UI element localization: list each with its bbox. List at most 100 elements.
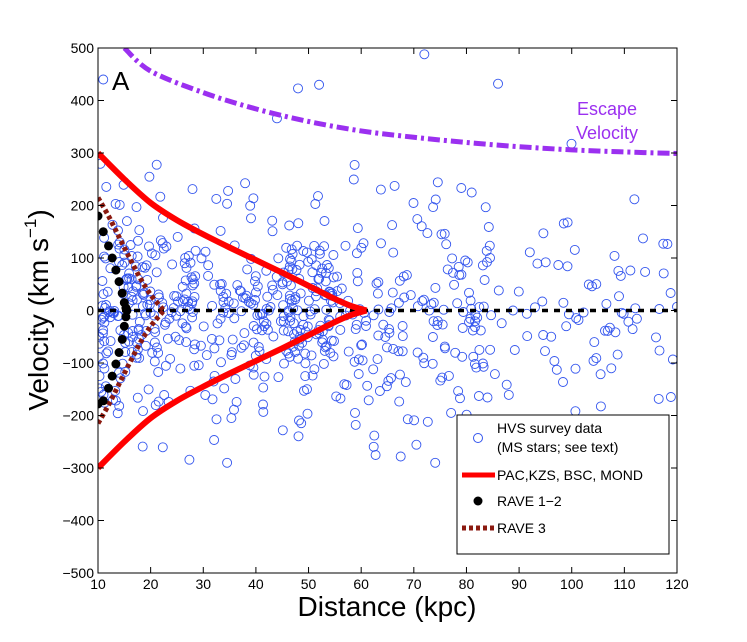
survey-point: [239, 328, 250, 339]
survey-point: [137, 441, 148, 452]
rave12-point: [117, 334, 127, 344]
x-tick-label: 40: [248, 576, 264, 592]
survey-point: [181, 288, 192, 299]
survey-point: [252, 281, 263, 292]
survey-point: [103, 346, 114, 357]
survey-point: [503, 389, 514, 400]
survey-point: [150, 400, 161, 411]
survey-point: [489, 369, 500, 380]
survey-point: [144, 171, 155, 182]
survey-point: [189, 339, 200, 350]
survey-point: [226, 350, 237, 360]
survey-point: [373, 304, 384, 315]
survey-point: [222, 198, 233, 209]
survey-point: [209, 279, 220, 290]
survey-point: [290, 347, 301, 357]
survey-point: [285, 254, 295, 265]
survey-point: [540, 346, 550, 357]
survey-point: [558, 218, 569, 229]
pac-upper-curve: [98, 150, 368, 314]
survey-point: [432, 316, 443, 327]
survey-point: [236, 342, 247, 353]
survey-point: [149, 310, 160, 321]
survey-point: [627, 324, 638, 335]
survey-point: [322, 260, 332, 270]
survey-point: [418, 294, 429, 305]
survey-point: [569, 244, 580, 255]
survey-point: [474, 344, 485, 355]
x-tick-label: 10: [90, 576, 106, 592]
survey-point: [206, 333, 217, 344]
survey-point: [478, 361, 489, 372]
survey-point: [98, 289, 109, 300]
survey-point: [258, 399, 268, 410]
survey-point: [562, 217, 573, 228]
survey-point: [496, 318, 507, 329]
survey-point: [98, 371, 105, 382]
survey-point: [401, 270, 412, 281]
survey-point: [306, 350, 317, 361]
survey-point: [172, 231, 183, 242]
survey-point: [653, 393, 664, 404]
survey-point: [302, 408, 313, 419]
survey-point: [137, 262, 148, 273]
rave12-point: [107, 371, 117, 381]
survey-point: [335, 393, 346, 404]
pac-lower-curve: [98, 307, 368, 471]
survey-point: [123, 282, 134, 293]
survey-point: [418, 352, 429, 363]
survey-point: [245, 298, 256, 309]
survey-point: [292, 240, 303, 251]
survey-point: [220, 303, 231, 314]
survey-point: [234, 285, 245, 296]
survey-point: [439, 341, 450, 352]
survey-point: [137, 301, 148, 312]
survey-point: [369, 430, 380, 441]
survey-point: [314, 245, 325, 256]
rave12-point: [98, 211, 103, 221]
survey-point: [432, 320, 443, 330]
x-tick-label: 100: [560, 576, 584, 592]
survey-point: [313, 191, 323, 202]
survey-point: [537, 296, 548, 307]
survey-point: [662, 239, 673, 249]
survey-point: [422, 228, 433, 239]
y-tick-label: −500: [62, 565, 94, 581]
survey-point: [153, 347, 164, 358]
survey-point: [363, 395, 374, 406]
survey-point: [436, 229, 447, 240]
survey-point: [186, 272, 197, 283]
survey-point: [273, 372, 284, 383]
survey-point: [361, 321, 371, 331]
survey-point: [99, 336, 110, 347]
survey-point: [286, 244, 297, 255]
legend-label-pac: PAC,KZS, BSC, MOND: [497, 467, 643, 483]
survey-point: [259, 371, 270, 382]
survey-point: [378, 319, 389, 330]
survey-point: [107, 219, 118, 230]
y-tick-label: −300: [62, 460, 94, 476]
survey-point: [412, 214, 423, 225]
survey-point: [189, 344, 200, 355]
survey-point: [625, 265, 636, 276]
survey-point: [573, 315, 584, 325]
y-axis-title-main: Velocity (km s: [23, 238, 54, 411]
survey-point: [127, 331, 138, 342]
survey-point: [466, 303, 477, 314]
escape-velocity-annotation-line2: Velocity: [576, 123, 638, 143]
survey-point: [262, 324, 273, 335]
survey-point: [441, 239, 452, 250]
survey-point: [372, 288, 383, 299]
survey-point: [200, 246, 211, 257]
survey-point: [227, 334, 238, 345]
survey-point: [397, 331, 408, 342]
survey-point: [435, 375, 446, 386]
survey-point: [481, 245, 492, 256]
survey-point: [384, 307, 395, 317]
survey-point: [162, 333, 173, 344]
survey-point: [439, 228, 450, 239]
survey-point: [449, 279, 460, 290]
survey-point: [328, 351, 339, 362]
survey-point: [187, 280, 198, 291]
survey-point: [287, 249, 298, 259]
